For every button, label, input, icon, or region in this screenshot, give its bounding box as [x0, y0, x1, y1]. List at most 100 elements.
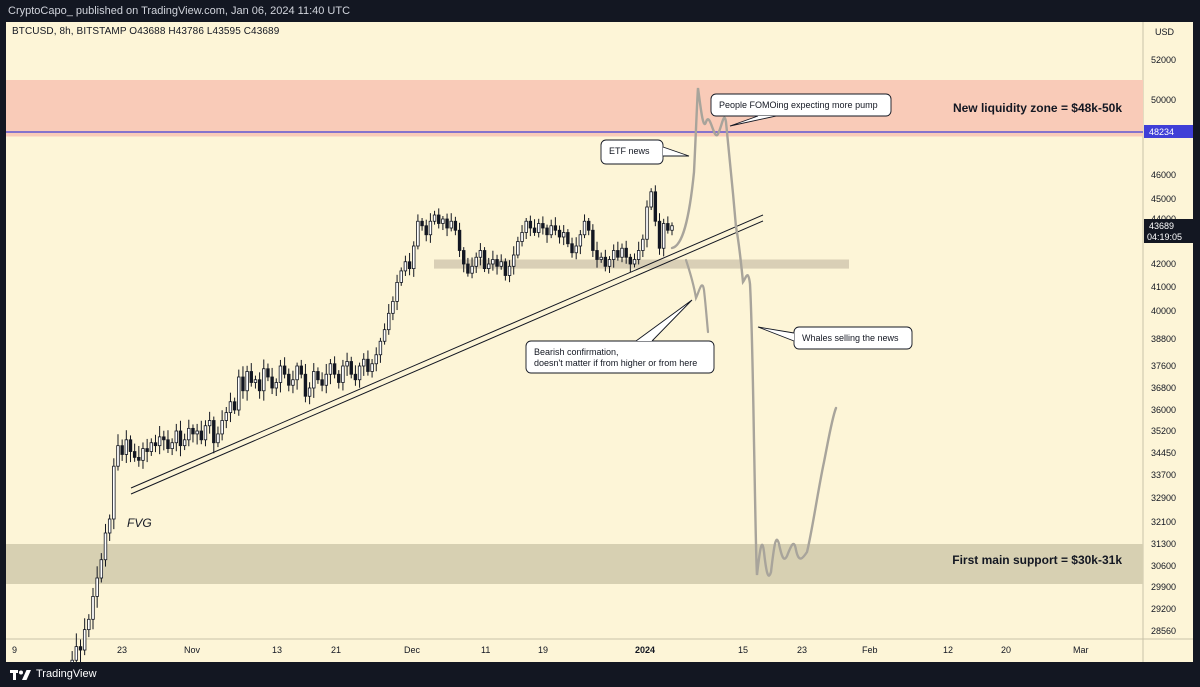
y-tick-label: 29200	[1151, 604, 1176, 614]
candle-body	[266, 368, 270, 378]
candle-body	[212, 420, 216, 444]
candle-body	[99, 559, 104, 579]
candle-body	[87, 618, 91, 631]
candle-body	[128, 439, 133, 452]
forecast-alt-path	[684, 258, 710, 334]
candle-body	[591, 229, 595, 251]
candle-body	[187, 427, 191, 441]
candle-body	[332, 363, 337, 375]
candle-body	[199, 430, 203, 441]
x-tick-label: 2024	[635, 645, 655, 655]
callout-fomo-text: People FOMOing expecting more pump	[719, 100, 878, 110]
x-tick-label: 23	[117, 645, 127, 655]
candle-body	[636, 250, 641, 260]
candle-body	[603, 256, 608, 267]
x-tick-label: Nov	[184, 645, 201, 655]
candle-body	[382, 329, 387, 342]
y-tick-label: 36800	[1151, 383, 1176, 393]
zone-label-liquidity: New liquidity zone = $48k-50k	[953, 101, 1122, 115]
candle-body	[416, 220, 420, 247]
callout-bearish-box	[525, 340, 715, 374]
candle-body	[182, 439, 187, 447]
candlestick-series	[67, 185, 674, 662]
candle-body	[478, 250, 483, 258]
candle-body	[666, 223, 670, 231]
chart-frame[interactable]: New liquidity zone = $48k-50k First main …	[6, 22, 1193, 662]
tradingview-logo[interactable]: TradingView	[10, 662, 97, 687]
candle-body	[432, 214, 437, 222]
candle-body	[420, 220, 424, 227]
y-tick-label: 31300	[1151, 539, 1176, 549]
candle-body	[616, 250, 620, 258]
candle-body	[457, 229, 462, 251]
candle-body	[574, 245, 578, 254]
candle-body	[228, 401, 233, 414]
x-tick-label: Dec	[404, 645, 421, 655]
candle-body	[170, 442, 174, 450]
x-tick-label: 23	[797, 645, 807, 655]
candle-body	[524, 220, 528, 233]
candle-body	[291, 379, 295, 386]
chart-canvas[interactable]: New liquidity zone = $48k-50k First main …	[6, 22, 1193, 662]
candle-body	[586, 220, 591, 231]
x-tick-label: 19	[538, 645, 548, 655]
y-tick-label: 42000	[1151, 259, 1176, 269]
candle-body	[195, 430, 199, 435]
y-tick-label: 40000	[1151, 306, 1176, 316]
candle-body	[178, 430, 183, 447]
candle-body	[645, 206, 649, 240]
candle-body	[366, 358, 370, 372]
callout-whales: Whales selling the news	[757, 326, 913, 350]
candle-body	[78, 646, 83, 651]
candle-body	[570, 243, 574, 254]
candle-body	[357, 365, 362, 381]
candle-body	[245, 371, 249, 392]
candle-body	[145, 448, 149, 452]
candle-body	[191, 427, 195, 435]
candle-body	[141, 448, 145, 461]
candle-body	[107, 518, 112, 534]
candle-body	[607, 259, 612, 267]
candle-body	[137, 456, 141, 461]
callout-whales-text: Whales selling the news	[802, 333, 899, 343]
candle-body	[378, 340, 383, 356]
candle-body	[237, 376, 241, 411]
callout-bearish-text: doesn't matter if from higher or from he…	[534, 358, 697, 368]
x-tick-label: 11	[481, 645, 490, 655]
trendline-lower	[130, 220, 764, 495]
callout-etf-text: ETF news	[609, 146, 650, 156]
x-tick-label: 21	[331, 645, 341, 655]
y-tick-label: 45000	[1151, 194, 1176, 204]
candle-body	[337, 373, 341, 383]
zone-2	[434, 259, 849, 269]
candle-body	[466, 263, 470, 274]
candle-body	[157, 436, 162, 447]
candle-body	[70, 659, 74, 662]
candle-body	[628, 256, 633, 265]
last-price-value: 43689	[1149, 221, 1174, 231]
price-axis-currency: USD	[1155, 27, 1175, 37]
candle-body	[91, 596, 95, 620]
candle-body	[578, 234, 583, 247]
candle-body	[557, 229, 562, 238]
last-price-badge	[1144, 218, 1193, 243]
candle-body	[516, 241, 520, 256]
candle-body	[561, 232, 566, 238]
candle-body	[299, 365, 303, 375]
candle-body	[537, 223, 541, 233]
candle-body	[374, 354, 378, 365]
candle-body	[295, 365, 299, 381]
tradingview-logo-icon	[10, 669, 31, 680]
publish-header-text: CryptoCapo_ published on TradingView.com…	[8, 5, 351, 17]
y-tick-label: 33700	[1151, 470, 1176, 480]
y-tick-label: 50000	[1151, 95, 1176, 105]
candle-body	[599, 256, 603, 260]
candle-body	[387, 312, 391, 331]
candle-body	[353, 373, 358, 381]
candle-body	[545, 227, 549, 236]
candle-body	[641, 238, 645, 251]
candle-body	[232, 401, 237, 411]
trendline-upper	[130, 214, 764, 489]
candle-body	[549, 225, 553, 236]
x-tick-label: 15	[738, 645, 748, 655]
